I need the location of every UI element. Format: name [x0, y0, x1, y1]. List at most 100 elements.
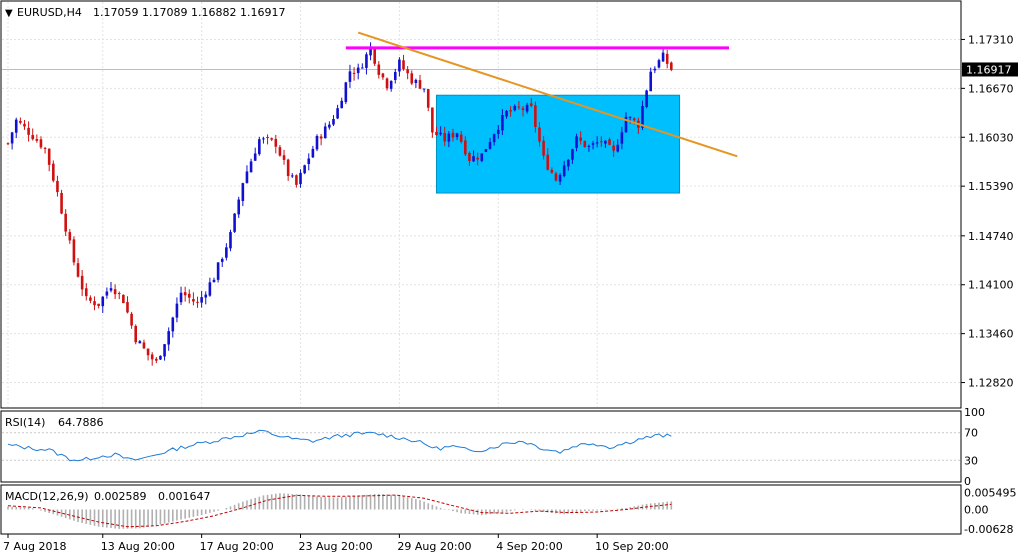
- candle: [496, 124, 500, 139]
- candle: [130, 311, 133, 329]
- macd-tick-label: 0.005495: [964, 486, 1017, 499]
- candle: [369, 42, 372, 61]
- candle: [468, 151, 471, 166]
- candle: [513, 104, 517, 112]
- candle: [159, 355, 162, 360]
- candle: [299, 169, 302, 188]
- candle: [229, 229, 232, 252]
- candle: [76, 258, 80, 278]
- time-tick-label: 29 Aug 20:00: [397, 540, 471, 553]
- candle: [319, 134, 323, 146]
- candle: [575, 133, 578, 152]
- candle: [406, 66, 409, 80]
- header-arrow-icon[interactable]: ▼: [5, 8, 13, 19]
- macd-signal-line: [7, 494, 672, 528]
- candle: [142, 339, 146, 350]
- candle: [480, 153, 484, 163]
- candle: [220, 257, 224, 267]
- candle: [27, 121, 30, 142]
- current-price-label: 1.16917: [966, 63, 1012, 76]
- time-tick-label: 7 Aug 2018: [3, 540, 66, 553]
- candle: [52, 160, 55, 183]
- price-tick-label: 1.17310: [968, 33, 1014, 46]
- candle: [525, 102, 529, 114]
- candle: [587, 144, 591, 152]
- rsi-tick-label: 70: [964, 427, 978, 440]
- candle: [175, 297, 179, 323]
- candle: [443, 126, 447, 147]
- time-tick-label: 23 Aug 20:00: [299, 540, 373, 553]
- candle: [439, 126, 442, 136]
- candle: [365, 52, 368, 75]
- candle: [455, 132, 459, 141]
- candle: [649, 67, 653, 92]
- candle: [6, 142, 10, 146]
- candle: [501, 108, 504, 136]
- candle: [47, 148, 51, 172]
- candle: [348, 64, 352, 88]
- candle: [270, 137, 273, 142]
- candle: [89, 295, 92, 304]
- macd-tick-label: 0.00: [964, 504, 989, 517]
- candle: [599, 136, 603, 147]
- support-zone[interactable]: [435, 94, 681, 194]
- candle: [101, 296, 105, 313]
- macd-tick-label: -0.00628: [964, 523, 1013, 536]
- main-panel-frame[interactable]: [0, 0, 962, 409]
- candle: [542, 136, 545, 160]
- candle: [150, 352, 154, 366]
- candle: [126, 296, 129, 314]
- time-tick-label: 13 Aug 20:00: [101, 540, 175, 553]
- candle: [422, 88, 426, 93]
- candle: [558, 172, 562, 185]
- candle: [579, 131, 582, 145]
- descending-trendline[interactable]: [357, 31, 738, 158]
- candle: [653, 66, 657, 74]
- candle: [290, 173, 294, 178]
- candle: [612, 140, 615, 158]
- candle: [377, 61, 381, 79]
- candle: [336, 104, 339, 120]
- candle: [146, 348, 150, 361]
- candle: [645, 89, 648, 109]
- candle: [492, 133, 496, 146]
- candle: [64, 209, 67, 237]
- candle: [567, 159, 570, 171]
- candle: [398, 57, 401, 77]
- candle: [464, 136, 467, 156]
- candle: [171, 316, 175, 338]
- candle: [373, 46, 376, 67]
- candle: [608, 137, 611, 146]
- candle: [72, 236, 76, 266]
- candle: [583, 140, 587, 148]
- rsi-panel-frame[interactable]: [0, 410, 962, 483]
- rsi-value: 64.7886: [58, 416, 104, 429]
- candle: [414, 78, 418, 88]
- symbol-label: EURUSD,H4: [17, 6, 82, 19]
- candle: [534, 101, 537, 133]
- candle: [517, 101, 521, 110]
- rsi-tick-label: 30: [964, 454, 978, 467]
- candle: [657, 58, 661, 69]
- candle: [670, 61, 673, 72]
- candle: [163, 343, 166, 361]
- candle: [529, 98, 533, 108]
- candle: [484, 148, 488, 153]
- candle: [192, 292, 195, 306]
- candle: [179, 286, 183, 306]
- candle: [10, 131, 14, 150]
- candle: [200, 291, 203, 308]
- candle: [233, 213, 236, 233]
- candle: [604, 140, 607, 148]
- candle: [435, 126, 438, 136]
- rsi-tick-label: 100: [964, 406, 985, 419]
- candle: [303, 164, 306, 175]
- candle: [410, 70, 414, 86]
- candle: [286, 158, 290, 181]
- candle: [84, 283, 88, 301]
- candle: [196, 296, 199, 308]
- candle: [546, 147, 550, 171]
- candle: [550, 167, 554, 174]
- candle: [616, 139, 620, 153]
